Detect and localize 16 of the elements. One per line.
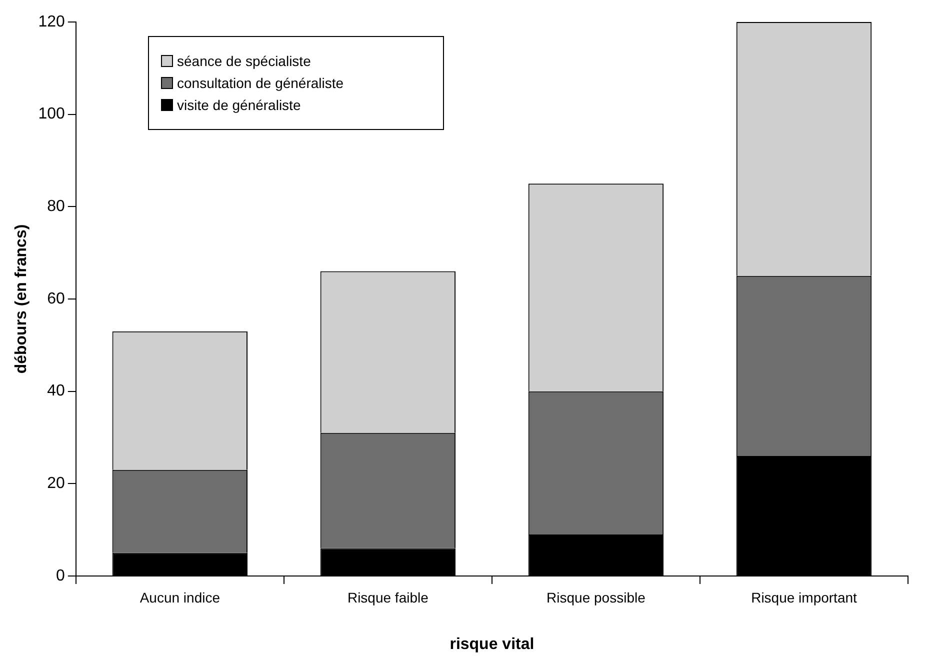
legend-label: visite de généraliste xyxy=(177,97,301,113)
y-tick-label: 0 xyxy=(56,567,65,584)
x-tick-label: Risque important xyxy=(751,589,858,606)
y-axis-title: débours (en francs) xyxy=(13,224,30,374)
x-tick-label: Risque faible xyxy=(347,589,429,606)
legend-label: séance de spécialiste xyxy=(177,53,311,69)
x-tick-label: Aucun indice xyxy=(140,589,220,606)
y-tick-label: 40 xyxy=(47,382,65,400)
y-tick-label: 100 xyxy=(38,106,65,123)
y-tick-label: 60 xyxy=(47,290,65,308)
y-tick-label: 80 xyxy=(47,198,65,216)
x-axis-title: risque vital xyxy=(450,636,534,653)
y-tick-label: 120 xyxy=(38,13,65,30)
x-tick-label: Risque possible xyxy=(546,589,646,606)
y-tick-label: 20 xyxy=(47,475,65,492)
legend-label: consultation de généraliste xyxy=(177,75,344,91)
